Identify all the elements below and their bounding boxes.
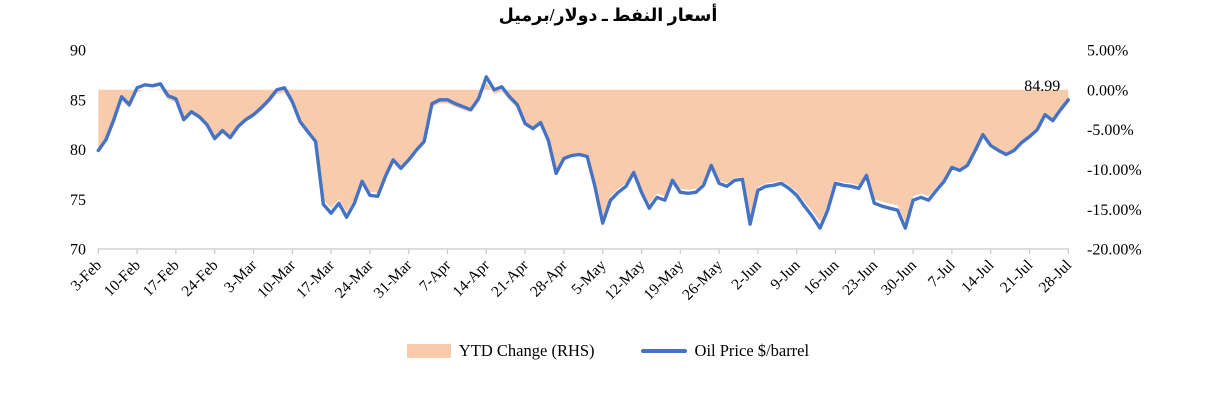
last-value-data-label: 84.99 bbox=[1024, 78, 1060, 95]
x-axis-label: 12-May bbox=[602, 257, 649, 304]
chart-title: أسعار النفط ـ دولار/برميل bbox=[498, 5, 718, 25]
left-axis-tick-label: 80 bbox=[70, 142, 86, 159]
x-axis-label: 17-Feb bbox=[140, 257, 183, 300]
x-axis-label: 14-Apr bbox=[449, 256, 493, 300]
ytd-area-swatch-icon bbox=[406, 344, 451, 358]
legend-item-ytd-change: YTD Change (RHS) bbox=[406, 341, 595, 361]
legend-label-ytd-change: YTD Change (RHS) bbox=[458, 341, 595, 360]
right-axis-tick-label: -10.00% bbox=[1087, 162, 1142, 179]
right-axis-tick-label: -5.00% bbox=[1087, 122, 1134, 139]
x-axis-label: 24-Feb bbox=[178, 257, 221, 300]
plot-area: 90 85 80 75 70 5.00% 0.00% -5.00% -10.00% -15.00%… bbox=[68, 43, 1142, 304]
left-axis-tick-label: 70 bbox=[70, 242, 86, 259]
x-axis-label: 16-Jun bbox=[800, 257, 842, 299]
legend: YTD Change (RHS) Oil Price $/barrel bbox=[0, 341, 1216, 361]
x-axis-label: 21-Apr bbox=[488, 256, 532, 300]
right-axis-tick-label: -20.00% bbox=[1087, 242, 1142, 259]
ytd-change-area bbox=[98, 82, 1069, 223]
x-axis-label: 3-Feb bbox=[68, 257, 106, 295]
x-axis-label: 17-Mar bbox=[293, 256, 338, 301]
x-axis-label: 19-May bbox=[640, 257, 687, 304]
x-axis-label: 30-Jun bbox=[878, 257, 920, 299]
x-axis-label: 28-Jul bbox=[1036, 257, 1075, 296]
x-axis-label: 2-Jun bbox=[728, 257, 765, 294]
x-axis-label: 26-May bbox=[679, 257, 726, 304]
x-axis-label: 10-Mar bbox=[254, 256, 299, 301]
left-axis-tick-label: 90 bbox=[70, 43, 86, 60]
oil-price-line bbox=[96, 75, 1070, 230]
x-axis-label: 31-Mar bbox=[371, 256, 416, 301]
x-axis-label: 23-Jun bbox=[839, 257, 881, 299]
right-axis-tick-label: 0.00% bbox=[1087, 82, 1128, 99]
x-axis-label: 24-Mar bbox=[332, 256, 377, 301]
left-axis-tick-label: 85 bbox=[70, 92, 86, 109]
x-axis-label: 10-Feb bbox=[101, 257, 144, 300]
right-axis-tick-label: 5.00% bbox=[1087, 43, 1128, 60]
oil-price-line-swatch-icon bbox=[640, 349, 687, 353]
x-axis-label: 28-Apr bbox=[527, 256, 571, 300]
legend-item-oil-price: Oil Price $/barrel bbox=[640, 341, 810, 361]
left-axis-tick-label: 75 bbox=[70, 192, 86, 209]
x-axis-label: 14-Jul bbox=[958, 257, 997, 296]
x-axis-label: 9-Jun bbox=[767, 257, 804, 294]
legend-label-oil-price: Oil Price $/barrel bbox=[694, 341, 810, 360]
right-axis-tick-label: -15.00% bbox=[1087, 202, 1142, 219]
x-axis-label: 7-Jul bbox=[925, 257, 959, 291]
x-axis-label: 21-Jul bbox=[997, 257, 1036, 296]
